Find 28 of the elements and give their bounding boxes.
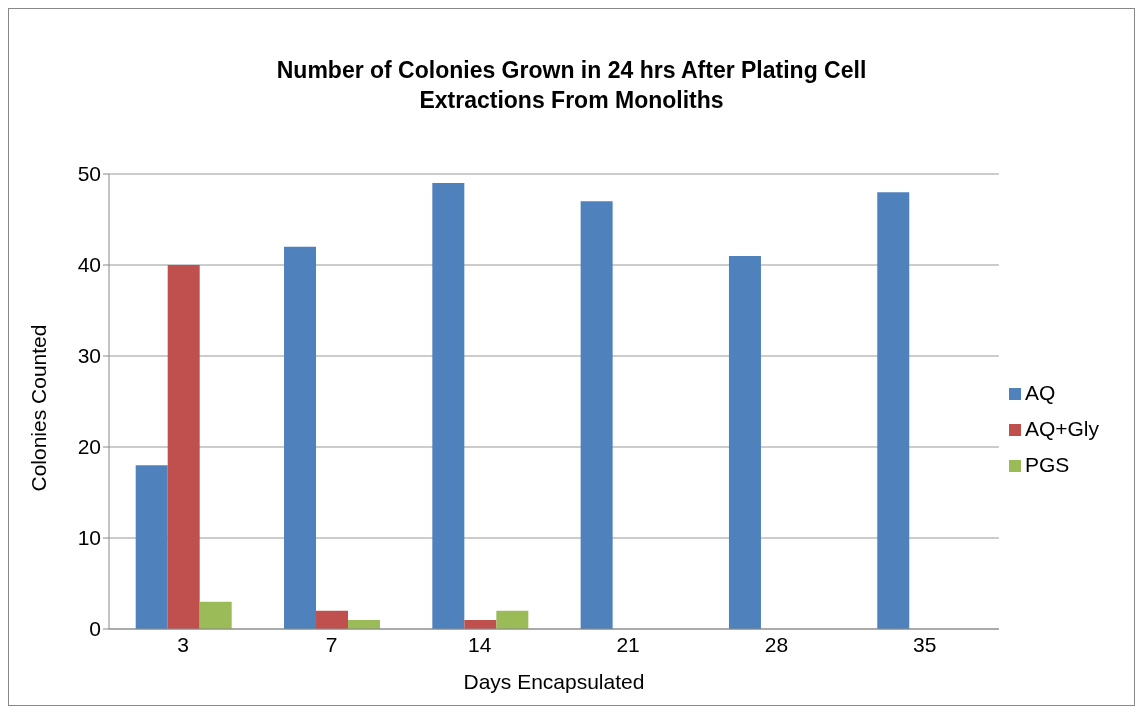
bar xyxy=(135,465,168,629)
legend-label: AQ xyxy=(1024,381,1056,404)
y-tick-label: 50 xyxy=(77,162,101,186)
bar xyxy=(728,255,761,629)
bar xyxy=(580,201,613,629)
bar xyxy=(167,265,200,629)
x-tick-label: 7 xyxy=(325,632,338,656)
x-tick-label: 28 xyxy=(764,632,789,656)
bar xyxy=(432,183,465,629)
x-tick-label: 35 xyxy=(913,632,937,656)
bar xyxy=(199,601,232,629)
legend-label: PGS xyxy=(1024,453,1070,476)
y-tick-label: 0 xyxy=(89,617,101,641)
y-tick-label: 30 xyxy=(77,344,101,368)
chart-title: Number of Colonies Grown in 24 hrs After Plating Cell Extractions From Monoliths xyxy=(275,56,868,115)
y-tick-label: 10 xyxy=(77,526,101,550)
x-tick-label: 14 xyxy=(468,632,492,656)
y-axis-title: Colonies Counted xyxy=(27,324,51,492)
legend-label: AQ+Gly xyxy=(1024,417,1099,440)
y-tick-label: 20 xyxy=(77,435,101,459)
bar xyxy=(284,246,317,629)
x-axis-title: Days Encapsulated xyxy=(463,670,645,693)
bar xyxy=(316,610,349,629)
y-tick-label: 40 xyxy=(77,253,101,277)
bar xyxy=(877,192,910,629)
x-tick-label: 21 xyxy=(616,632,640,656)
bar xyxy=(496,610,529,629)
x-tick-label: 3 xyxy=(177,632,189,656)
